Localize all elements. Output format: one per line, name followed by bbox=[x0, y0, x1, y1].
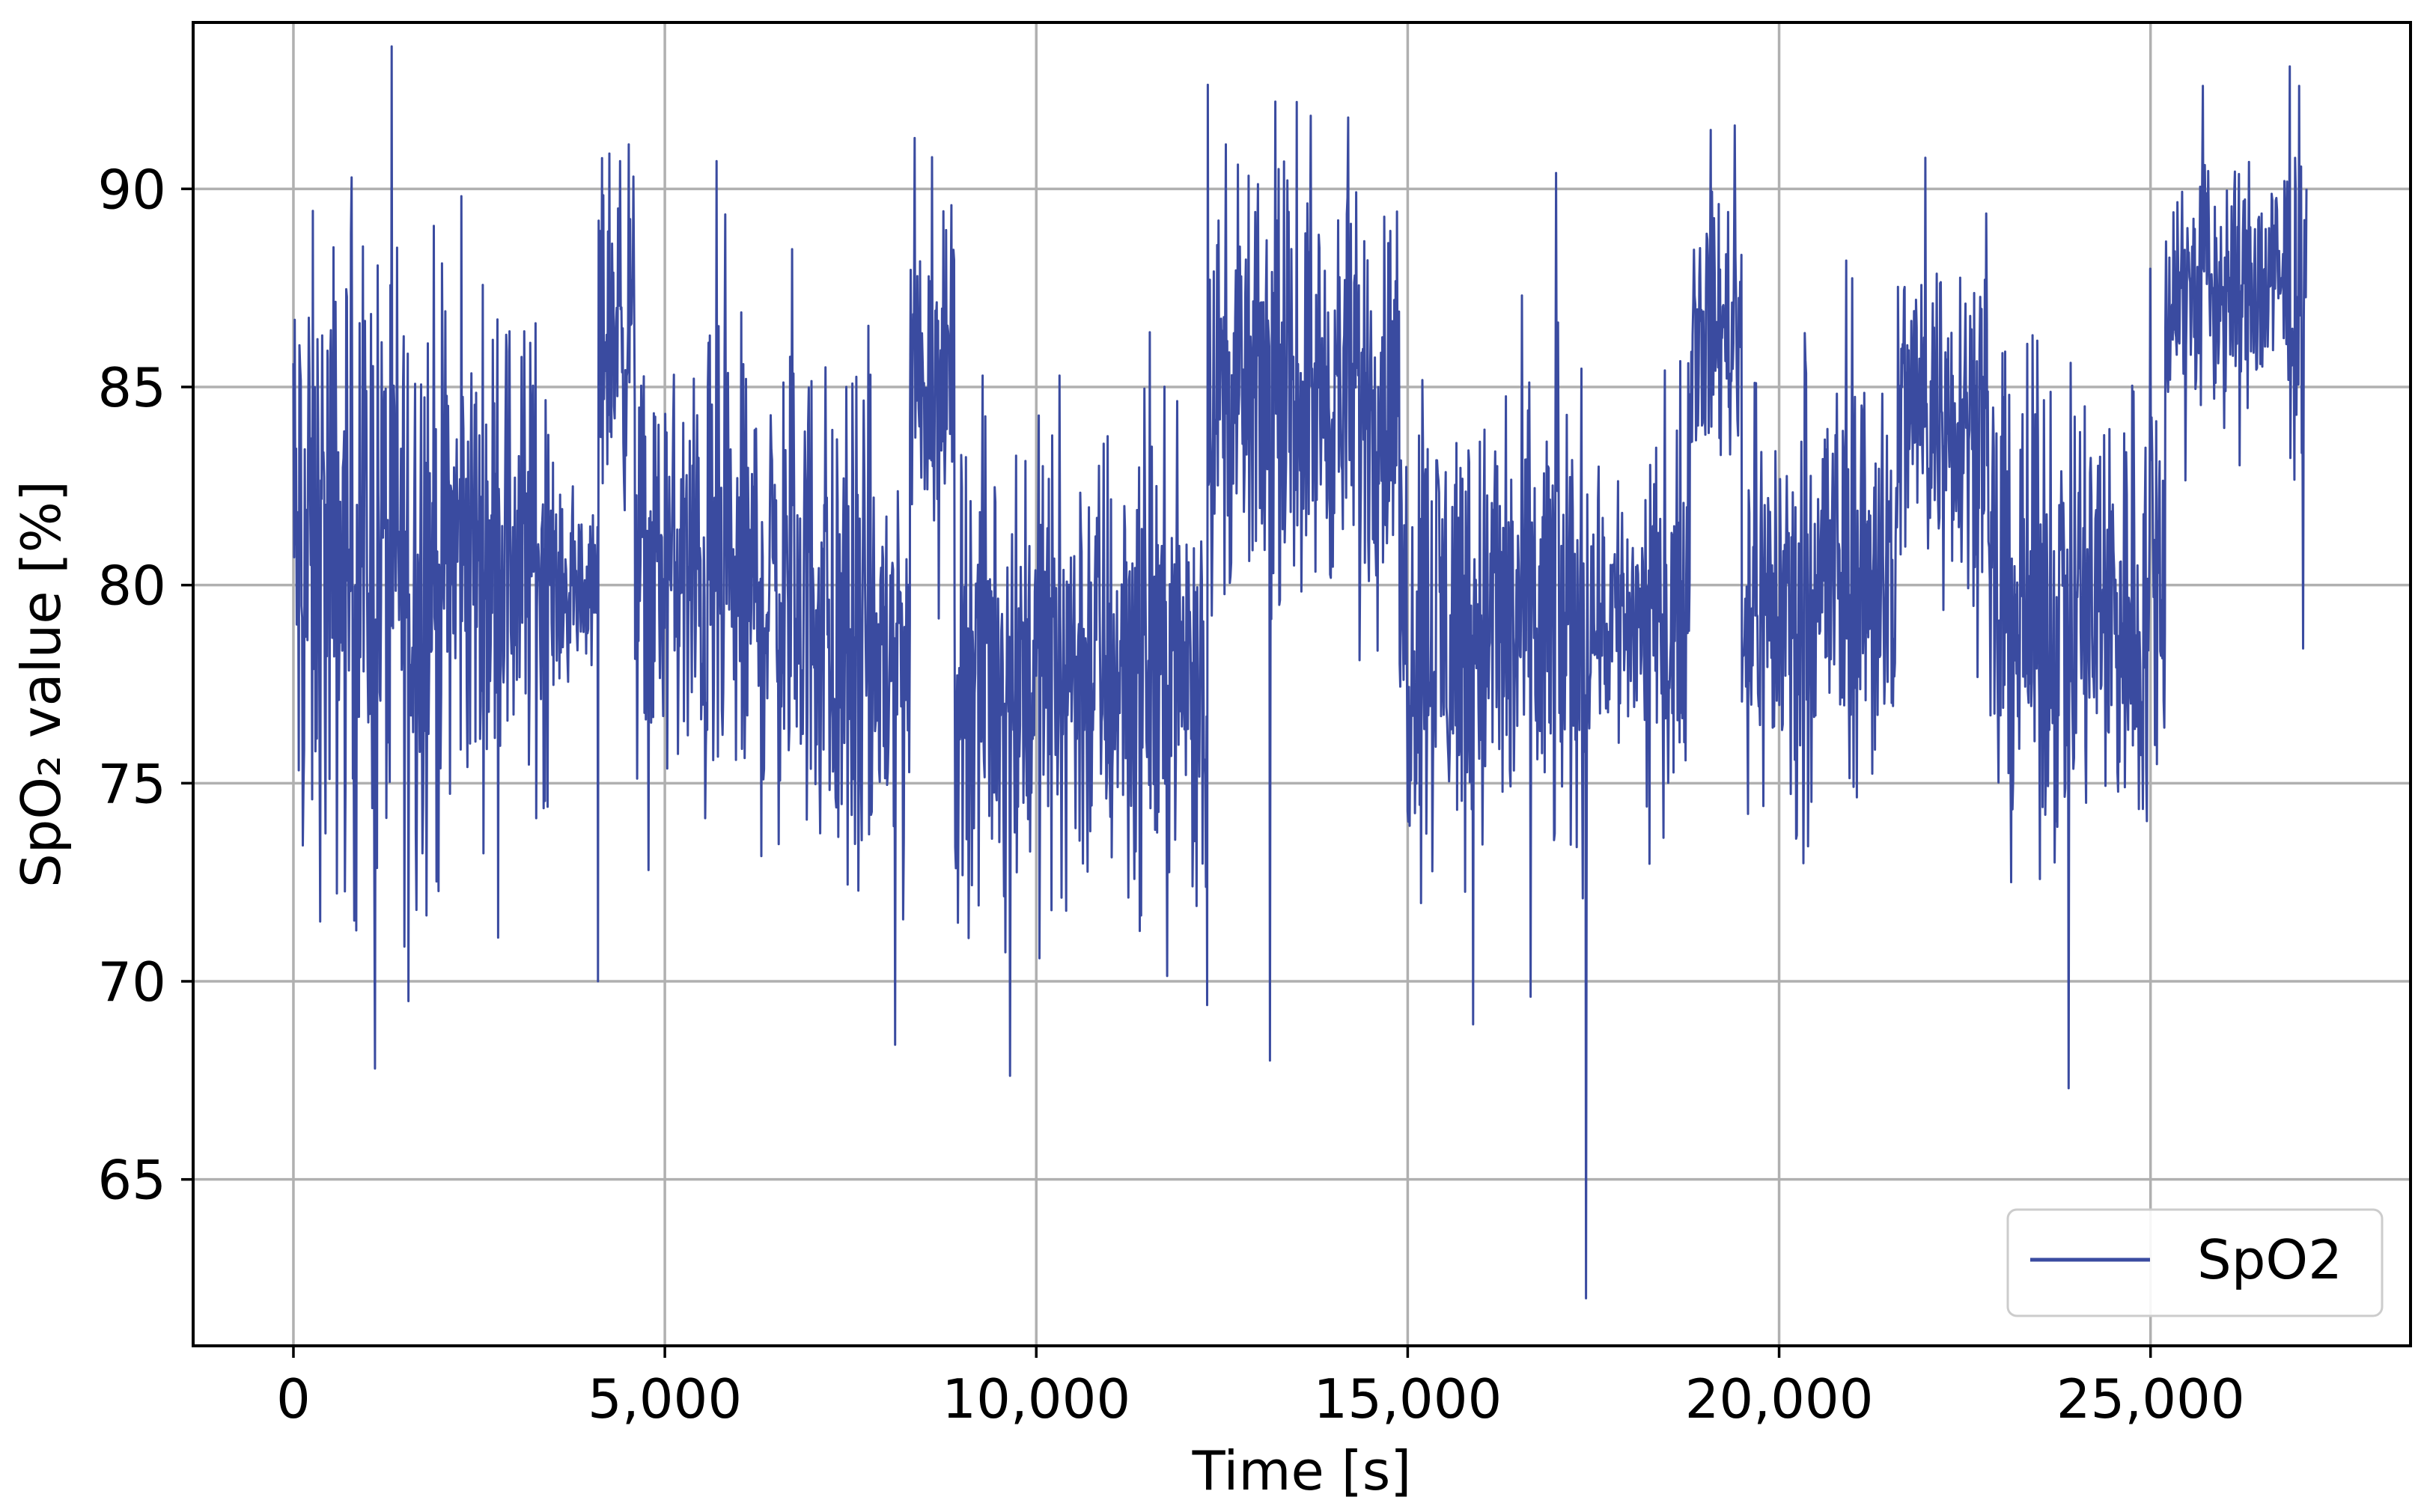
x-tick-label: 10,000 bbox=[942, 1368, 1130, 1430]
legend-label-spo2: SpO2 bbox=[2197, 1228, 2342, 1291]
x-axis: 0 5,000 10,000 15,000 20,000 25,000 bbox=[276, 1346, 2245, 1430]
y-axis-label: SpO₂ value [%] bbox=[10, 481, 73, 888]
series-line-spo2 bbox=[292, 45, 2308, 1299]
y-tick-label: 65 bbox=[97, 1149, 166, 1212]
x-tick-label: 5,000 bbox=[588, 1368, 742, 1430]
x-tick-label: 0 bbox=[276, 1368, 311, 1430]
x-axis-label: Time [s] bbox=[1192, 1439, 1412, 1502]
y-tick-label: 75 bbox=[97, 752, 166, 815]
x-tick-label: 15,000 bbox=[1313, 1368, 1502, 1430]
y-tick-label: 85 bbox=[97, 356, 166, 419]
plot-frame bbox=[192, 21, 2412, 1347]
y-tick-label: 90 bbox=[97, 158, 166, 221]
legend-box bbox=[2006, 1208, 2384, 1317]
y-tick-label: 70 bbox=[97, 951, 166, 1013]
y-axis: 65 70 75 80 85 90 bbox=[97, 158, 193, 1212]
legend: SpO2 bbox=[2006, 1208, 2384, 1317]
y-tick-label: 80 bbox=[97, 555, 166, 618]
plot-area bbox=[292, 45, 2308, 1299]
x-tick-label: 25,000 bbox=[2056, 1368, 2245, 1430]
x-tick-label: 20,000 bbox=[1685, 1368, 1874, 1430]
